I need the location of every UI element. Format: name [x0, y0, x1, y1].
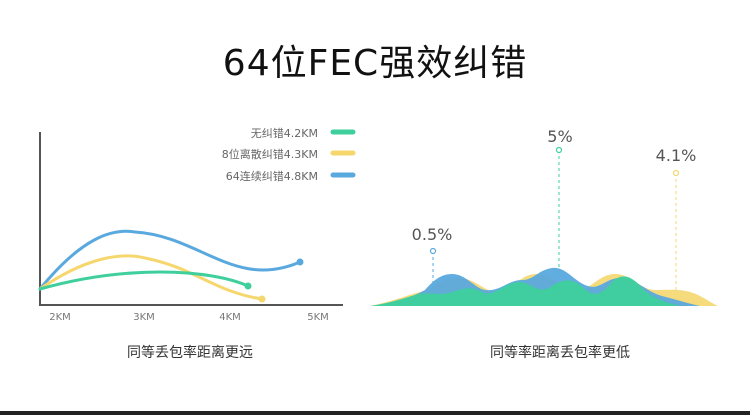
x-tick-label: 2KM	[49, 312, 71, 323]
marker-dot-blue	[429, 247, 437, 255]
series-end-point-blue	[296, 258, 304, 266]
series-line-blue	[38, 229, 302, 291]
series-line-yellow	[38, 254, 264, 301]
marker-label: 0.5%	[412, 225, 453, 244]
legend-label: 64连续纠错4.8KM	[226, 169, 318, 183]
x-tick-label: 5KM	[307, 312, 329, 323]
marker-dot-green	[555, 146, 563, 154]
marker-label: 5%	[547, 127, 572, 146]
marker-dot-yellow	[672, 169, 680, 177]
legend-label: 无纠错4.2KM	[251, 126, 318, 140]
page-title: 64位FEC强效纠错	[222, 43, 528, 84]
bottom-divider	[0, 411, 750, 415]
series-end-point-green	[244, 282, 252, 290]
left-caption: 同等丢包率距离更远	[127, 345, 253, 361]
legend: 无纠错4.2KM 8位离散纠错4.3KM 64连续纠错4.8KM	[222, 126, 356, 183]
wave-area-green	[370, 276, 680, 306]
right-caption: 同等率距离丢包率更低	[490, 345, 630, 361]
packet-loss-chart: 0.5% 5% 4.1%	[370, 127, 718, 306]
series-line-green	[38, 270, 250, 291]
x-tick-label: 3KM	[133, 312, 155, 323]
series-end-point-yellow	[258, 295, 266, 303]
x-tick-label: 4KM	[219, 312, 241, 323]
distance-chart: 2KM 3KM 4KM 5KM 无纠错4.2KM 8位离散纠错4.3KM 64连…	[38, 126, 356, 323]
legend-label: 8位离散纠错4.3KM	[222, 147, 318, 161]
marker-label: 4.1%	[656, 146, 697, 165]
